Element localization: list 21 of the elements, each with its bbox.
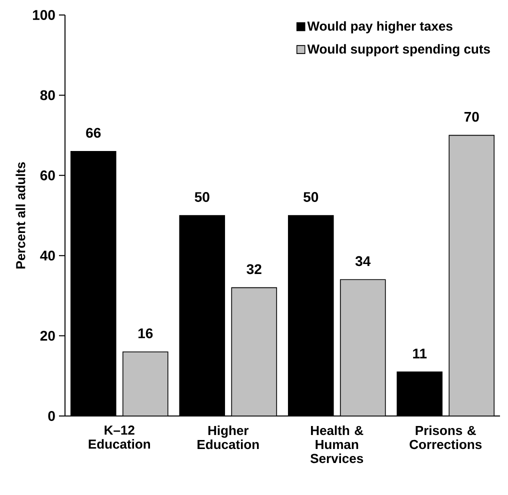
y-tick-label: 60 bbox=[40, 170, 55, 180]
data-label: 34 bbox=[355, 256, 371, 266]
y-tick-label: 0 bbox=[48, 411, 55, 421]
data-label: 11 bbox=[413, 348, 427, 358]
y-tick-label: 40 bbox=[40, 250, 55, 261]
data-label: 16 bbox=[138, 328, 153, 338]
data-label: 32 bbox=[246, 264, 262, 274]
x-tick-label: Higher Education bbox=[198, 426, 259, 450]
y-axis-title: Percent all adults bbox=[16, 162, 26, 268]
x-tick-label: K–12 Education bbox=[88, 426, 150, 449]
x-tick-label: Prisons & Corrections bbox=[410, 426, 482, 450]
legend-label: Would support spending cuts bbox=[307, 44, 490, 56]
x-tick-label: Health & Human Services bbox=[310, 426, 364, 464]
data-label: 70 bbox=[464, 112, 479, 122]
data-label: 50 bbox=[304, 192, 318, 202]
y-tick-label: 100 bbox=[32, 10, 55, 20]
data-label: 50 bbox=[194, 192, 210, 202]
data-label: 66 bbox=[86, 128, 101, 138]
y-tick-label: 20 bbox=[40, 330, 55, 341]
legend-label: Would pay higher taxes bbox=[307, 21, 452, 34]
y-tick-label: 80 bbox=[40, 90, 55, 100]
